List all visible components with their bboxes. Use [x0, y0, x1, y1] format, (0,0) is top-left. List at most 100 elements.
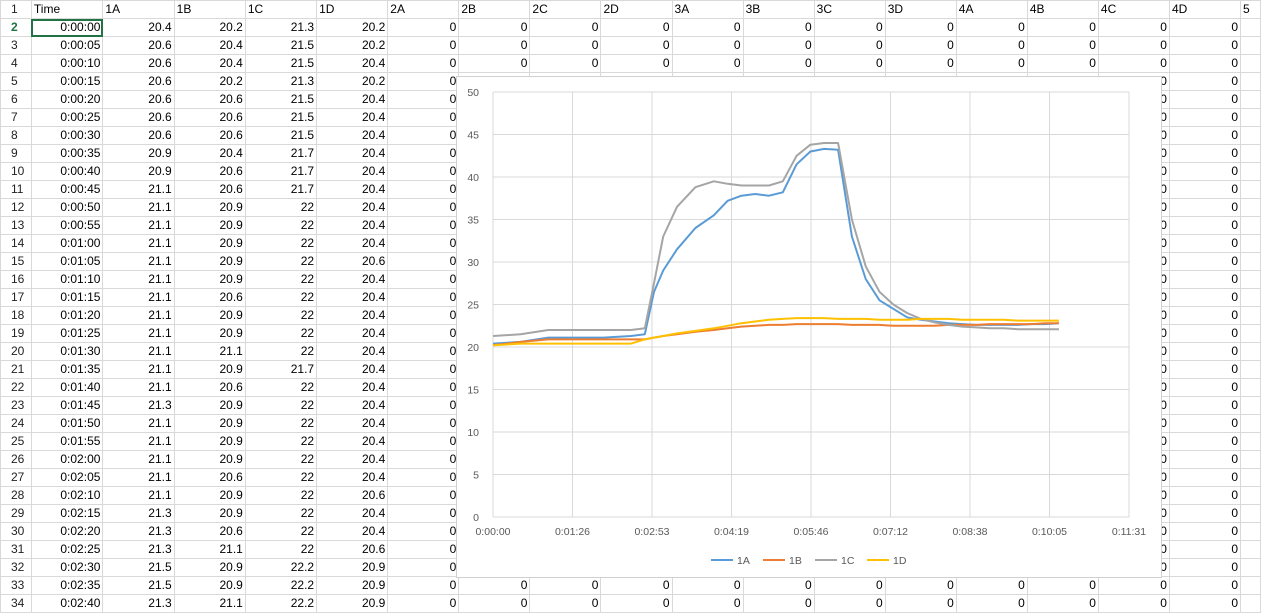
value-cell[interactable]: 0: [1168, 558, 1242, 577]
value-cell[interactable]: 20.4: [316, 126, 389, 145]
value-cell[interactable]: 21.5: [244, 108, 318, 127]
row-number[interactable]: 4: [0, 54, 32, 73]
value-cell[interactable]: 21.1: [173, 342, 246, 361]
overflow-cell[interactable]: [1240, 72, 1261, 91]
value-cell[interactable]: 21.1: [102, 414, 175, 433]
value-cell[interactable]: 0: [1168, 288, 1242, 307]
value-cell[interactable]: 0: [1168, 72, 1242, 91]
value-cell[interactable]: 0: [1168, 126, 1242, 145]
overflow-cell[interactable]: [1240, 378, 1261, 397]
value-cell[interactable]: 20.4: [316, 360, 389, 379]
value-cell[interactable]: 20.9: [173, 234, 246, 253]
column-header-cell[interactable]: 3C: [813, 0, 886, 19]
value-cell[interactable]: 21.5: [102, 558, 175, 577]
value-cell[interactable]: 20.6: [173, 468, 246, 487]
row-number[interactable]: 13: [0, 216, 32, 235]
time-cell[interactable]: 0:01:05: [30, 252, 104, 271]
row-number[interactable]: 31: [0, 540, 32, 559]
value-cell[interactable]: 20.4: [316, 198, 389, 217]
value-cell[interactable]: 0: [742, 36, 815, 55]
value-cell[interactable]: 20.9: [173, 432, 246, 451]
value-cell[interactable]: 0: [600, 18, 673, 37]
value-cell[interactable]: 21.1: [102, 216, 175, 235]
row-number[interactable]: 15: [0, 252, 32, 271]
overflow-cell[interactable]: [1240, 234, 1261, 253]
value-cell[interactable]: 22: [244, 486, 318, 505]
value-cell[interactable]: 22: [244, 468, 318, 487]
value-cell[interactable]: 20.4: [316, 288, 389, 307]
row-number[interactable]: 1: [0, 0, 32, 19]
value-cell[interactable]: 20.6: [316, 252, 389, 271]
value-cell[interactable]: 0: [1168, 36, 1242, 55]
row-number[interactable]: 24: [0, 414, 32, 433]
value-cell[interactable]: 0: [387, 432, 460, 451]
value-cell[interactable]: 0: [813, 54, 886, 73]
value-cell[interactable]: 20.9: [173, 324, 246, 343]
value-cell[interactable]: 20.4: [316, 90, 389, 109]
value-cell[interactable]: 0: [458, 36, 531, 55]
value-cell[interactable]: 20.9: [173, 306, 246, 325]
value-cell[interactable]: 0: [387, 540, 460, 559]
value-cell[interactable]: 22: [244, 450, 318, 469]
overflow-cell[interactable]: [1240, 216, 1261, 235]
value-cell[interactable]: 0: [1168, 576, 1242, 595]
value-cell[interactable]: 0: [387, 468, 460, 487]
value-cell[interactable]: 0: [1168, 252, 1242, 271]
value-cell[interactable]: 0: [387, 234, 460, 253]
value-cell[interactable]: 0: [387, 360, 460, 379]
value-cell[interactable]: 20.4: [316, 414, 389, 433]
value-cell[interactable]: 20.9: [102, 144, 175, 163]
value-cell[interactable]: 22: [244, 216, 318, 235]
value-cell[interactable]: 0: [1168, 540, 1242, 559]
value-cell[interactable]: 21.7: [244, 162, 318, 181]
value-cell[interactable]: 20.4: [316, 216, 389, 235]
value-cell[interactable]: 21.3: [102, 504, 175, 523]
value-cell[interactable]: 20.4: [316, 144, 389, 163]
value-cell[interactable]: 0: [1097, 18, 1170, 37]
value-cell[interactable]: 22: [244, 540, 318, 559]
time-cell[interactable]: 0:02:40: [30, 594, 104, 613]
value-cell[interactable]: 21.3: [244, 18, 318, 37]
column-header-cell[interactable]: 4D: [1168, 0, 1242, 19]
value-cell[interactable]: 0: [600, 594, 673, 613]
value-cell[interactable]: 0: [1026, 18, 1099, 37]
value-cell[interactable]: 0: [387, 126, 460, 145]
value-cell[interactable]: 0: [1168, 18, 1242, 37]
value-cell[interactable]: 20.4: [316, 504, 389, 523]
time-cell[interactable]: 0:00:40: [30, 162, 104, 181]
overflow-cell[interactable]: [1240, 54, 1261, 73]
row-number[interactable]: 22: [0, 378, 32, 397]
row-number[interactable]: 32: [0, 558, 32, 577]
column-header-cell[interactable]: 1A: [102, 0, 175, 19]
time-cell[interactable]: 0:02:35: [30, 576, 104, 595]
time-cell[interactable]: 0:02:05: [30, 468, 104, 487]
value-cell[interactable]: 20.9: [102, 162, 175, 181]
row-number[interactable]: 5: [0, 72, 32, 91]
value-cell[interactable]: 21.1: [102, 180, 175, 199]
line-chart[interactable]: 0 5 10 15 20 25 30 35 40 45 50 0:00:00 0:01:26 0:02:5…: [456, 76, 1162, 578]
value-cell[interactable]: 0: [884, 18, 957, 37]
value-cell[interactable]: 0: [387, 180, 460, 199]
overflow-cell[interactable]: [1240, 18, 1261, 37]
value-cell[interactable]: 0: [387, 306, 460, 325]
column-header-cell[interactable]: 4C: [1097, 0, 1170, 19]
overflow-cell[interactable]: [1240, 36, 1261, 55]
value-cell[interactable]: 20.9: [173, 360, 246, 379]
value-cell[interactable]: 21.5: [102, 576, 175, 595]
value-cell[interactable]: 0: [1168, 522, 1242, 541]
value-cell[interactable]: 0: [884, 576, 957, 595]
value-cell[interactable]: 20.6: [173, 378, 246, 397]
value-cell[interactable]: 0: [387, 54, 460, 73]
value-cell[interactable]: 20.9: [173, 270, 246, 289]
value-cell[interactable]: 0: [458, 54, 531, 73]
value-cell[interactable]: 0: [387, 252, 460, 271]
value-cell[interactable]: 20.6: [102, 126, 175, 145]
value-cell[interactable]: 21.1: [102, 468, 175, 487]
value-cell[interactable]: 0: [1168, 468, 1242, 487]
value-cell[interactable]: 0: [1168, 594, 1242, 613]
row-number[interactable]: 25: [0, 432, 32, 451]
value-cell[interactable]: 0: [387, 414, 460, 433]
value-cell[interactable]: 0: [955, 576, 1028, 595]
value-cell[interactable]: 0: [387, 450, 460, 469]
value-cell[interactable]: 0: [1026, 36, 1099, 55]
